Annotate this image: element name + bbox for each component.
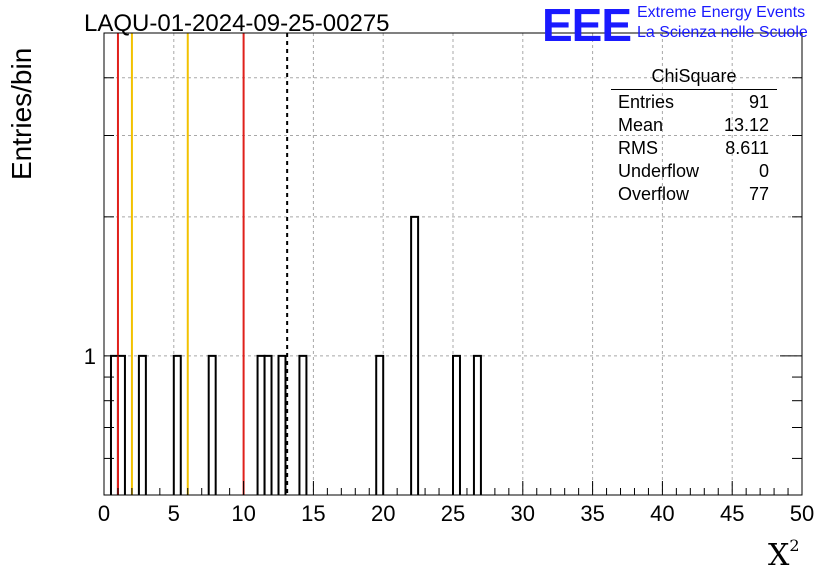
x-tick-label: 20 (371, 501, 395, 526)
x-tick-label: 50 (790, 501, 814, 526)
y-tick-label: 1 (84, 344, 96, 369)
stats-row-rms: RMS 8.611 (611, 137, 777, 160)
stats-value: 91 (748, 92, 769, 112)
histogram-bin (277, 354, 287, 495)
page-title: LAQU-01-2024-09-25-00275 (84, 10, 390, 37)
x-tick-label: 5 (168, 501, 180, 526)
histogram-bin (410, 215, 420, 495)
marker-lines (116, 33, 289, 495)
stats-label: Entries (618, 92, 675, 112)
stats-label: Underflow (618, 161, 700, 181)
stats-box: ChiSquare Entries 91 Mean 13.12 RMS 8.61… (611, 66, 777, 206)
histogram-bin (263, 354, 273, 495)
stats-row-entries: Entries 91 (611, 91, 777, 114)
x-tick-label: 15 (301, 501, 325, 526)
x-tick-label: 25 (441, 501, 465, 526)
x-axis-label-base: X (768, 538, 790, 573)
stats-label: Overflow (618, 184, 690, 204)
stats-label: Mean (618, 115, 664, 135)
x-tick-label: 0 (98, 501, 110, 526)
x-axis-label-sup: 2 (789, 536, 800, 555)
stats-label: RMS (618, 138, 658, 158)
x-axis-label: X2 (768, 536, 800, 573)
stats-row-underflow: Underflow 0 (611, 160, 777, 183)
stats-value: 13.12 (723, 115, 769, 135)
histogram-bin (116, 354, 126, 495)
eee-logo-mark: EEE (542, 0, 632, 51)
x-tick-label: 30 (511, 501, 535, 526)
histogram-bin (375, 354, 385, 495)
histogram-bin (452, 354, 461, 495)
stats-value: 0 (758, 161, 769, 181)
axes: 0 5 10 15 20 25 30 35 40 45 50 1 (84, 77, 814, 526)
x-tick-label: 45 (720, 501, 744, 526)
stats-value: 77 (748, 184, 769, 204)
y-axis-label: Entries/bin (6, 47, 37, 180)
histogram-bin (472, 354, 482, 495)
eee-logo-line1: Extreme Energy Events (637, 4, 806, 21)
eee-logo-line2: La Scienza nelle Scuole (637, 24, 808, 41)
histogram-bin (172, 354, 182, 495)
stats-row-overflow: Overflow 77 (611, 183, 777, 206)
x-tick-label: 10 (231, 501, 255, 526)
x-tick-label: 35 (580, 501, 604, 526)
stats-value: 8.611 (725, 138, 769, 158)
histogram-bin (256, 354, 266, 495)
histogram-bin (137, 354, 147, 495)
histogram-bin (207, 354, 217, 495)
x-tick-label: 40 (650, 501, 674, 526)
histogram-bin (298, 354, 308, 495)
stats-title: ChiSquare (611, 66, 777, 90)
plot-frame (103, 32, 803, 496)
eee-logo: EEE Extreme Energy Events La Scienza nel… (540, 0, 836, 51)
stats-row-mean: Mean 13.12 (611, 114, 777, 137)
